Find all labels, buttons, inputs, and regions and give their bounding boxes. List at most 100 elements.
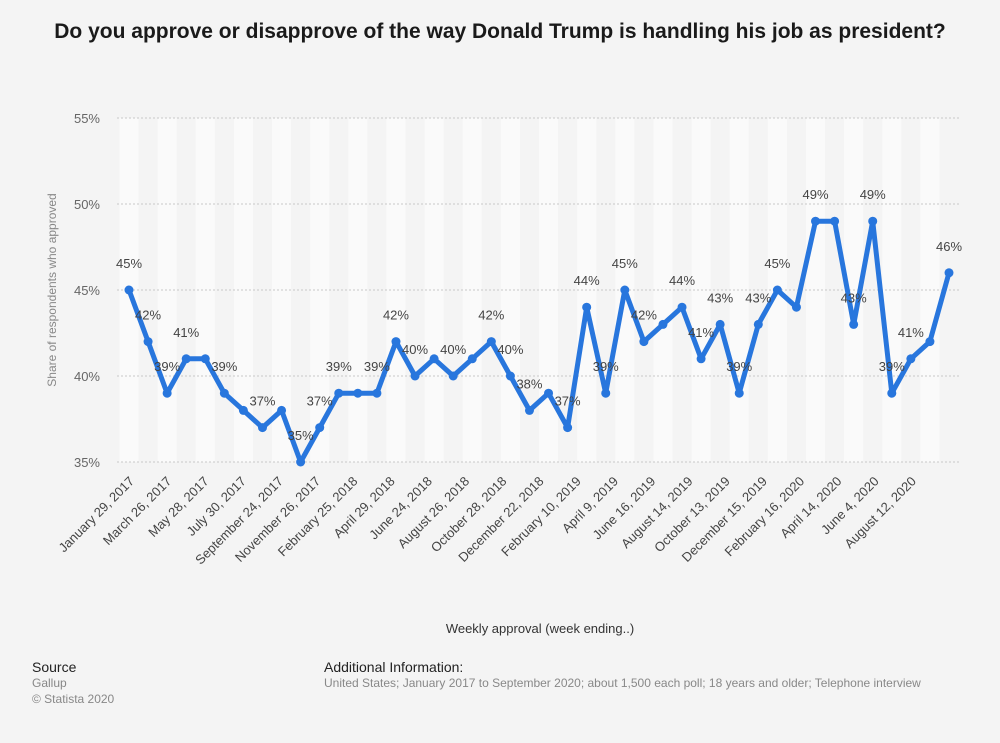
data-point[interactable]: [238, 405, 248, 415]
data-point[interactable]: [830, 216, 840, 226]
data-point[interactable]: [372, 388, 382, 398]
data-label: 42%: [631, 308, 657, 323]
chart-title: Do you approve or disapprove of the way …: [54, 20, 946, 43]
data-label: 40%: [497, 342, 523, 357]
data-label: 41%: [688, 325, 714, 340]
data-point[interactable]: [448, 371, 458, 381]
data-point[interactable]: [486, 337, 496, 347]
data-point[interactable]: [791, 302, 801, 312]
source-block: Source Gallup © Statista 2020: [32, 659, 114, 707]
source-name[interactable]: Gallup: [32, 676, 67, 690]
data-label: 45%: [116, 256, 142, 271]
data-point[interactable]: [944, 268, 954, 278]
data-label: 37%: [307, 394, 333, 409]
data-point[interactable]: [925, 337, 935, 347]
data-point[interactable]: [772, 285, 782, 295]
data-point[interactable]: [429, 354, 439, 364]
data-point[interactable]: [811, 216, 821, 226]
data-point[interactable]: [410, 371, 420, 381]
data-label: 44%: [574, 273, 600, 288]
data-point[interactable]: [753, 319, 763, 329]
data-point[interactable]: [524, 405, 534, 415]
data-label: 38%: [516, 376, 542, 391]
data-point[interactable]: [887, 388, 897, 398]
data-point[interactable]: [849, 319, 859, 329]
data-point[interactable]: [143, 337, 153, 347]
data-labels: 45% 42% 39% 41% 39% 37% 35% 37% 39% 39% 42% 40% 40% 4…: [116, 187, 962, 443]
background-band: [882, 118, 902, 462]
data-point[interactable]: [505, 371, 515, 381]
data-point[interactable]: [277, 405, 287, 415]
data-point[interactable]: [563, 423, 573, 433]
data-point[interactable]: [181, 354, 191, 364]
data-label: 39%: [211, 359, 237, 374]
data-label: 41%: [898, 325, 924, 340]
data-label: 37%: [555, 394, 581, 409]
data-label: 44%: [669, 273, 695, 288]
data-label: 41%: [173, 325, 199, 340]
data-point[interactable]: [868, 216, 878, 226]
y-axis-ticks: 35% 40% 45% 50% 55%: [74, 111, 100, 470]
data-point[interactable]: [315, 423, 325, 433]
data-label: 42%: [135, 308, 161, 323]
data-point[interactable]: [296, 457, 306, 467]
data-label: 43%: [841, 290, 867, 305]
data-point[interactable]: [696, 354, 706, 364]
data-point[interactable]: [162, 388, 172, 398]
data-label: 49%: [860, 187, 886, 202]
source-heading: Source: [32, 659, 77, 675]
gridlines: [117, 117, 960, 463]
data-label: 39%: [593, 359, 619, 374]
data-points: [124, 216, 954, 467]
data-point[interactable]: [334, 388, 344, 398]
y-tick-label: 55%: [74, 111, 100, 126]
data-point[interactable]: [467, 354, 477, 364]
data-point[interactable]: [257, 423, 267, 433]
data-point[interactable]: [734, 388, 744, 398]
data-label: 39%: [726, 359, 752, 374]
data-label: 39%: [879, 359, 905, 374]
y-tick-label: 35%: [74, 455, 100, 470]
data-point[interactable]: [544, 388, 554, 398]
data-point[interactable]: [200, 354, 210, 364]
x-axis-title: Weekly approval (week ending..): [445, 621, 635, 636]
additional-info-block: Additional Information: United States; J…: [324, 659, 921, 691]
data-point[interactable]: [219, 388, 229, 398]
data-point[interactable]: [124, 285, 134, 295]
y-tick-label: 50%: [74, 197, 100, 212]
data-label: 37%: [249, 394, 275, 409]
data-label: 49%: [802, 187, 828, 202]
data-point[interactable]: [639, 337, 649, 347]
data-label: 40%: [440, 342, 466, 357]
data-label: 39%: [364, 359, 390, 374]
data-label: 43%: [707, 290, 733, 305]
data-label: 45%: [612, 256, 638, 271]
data-label: 46%: [936, 239, 962, 254]
data-point[interactable]: [582, 302, 592, 312]
data-label: 35%: [288, 428, 314, 443]
data-point[interactable]: [391, 337, 401, 347]
data-point[interactable]: [601, 388, 611, 398]
y-tick-label: 45%: [74, 283, 100, 298]
data-point[interactable]: [658, 319, 668, 329]
background-band: [386, 118, 406, 462]
data-point[interactable]: [906, 354, 916, 364]
data-label: 40%: [402, 342, 428, 357]
data-point[interactable]: [353, 388, 363, 398]
data-label: 39%: [326, 359, 352, 374]
additional-info-heading: Additional Information:: [324, 659, 464, 675]
copyright: © Statista 2020: [32, 692, 115, 706]
data-label: 45%: [764, 256, 790, 271]
data-point[interactable]: [677, 302, 687, 312]
data-label: 42%: [383, 308, 409, 323]
data-label: 43%: [745, 290, 771, 305]
data-point[interactable]: [715, 319, 725, 329]
y-axis-label: Share of respondents who approved: [45, 193, 59, 386]
data-label: 42%: [478, 308, 504, 323]
data-point[interactable]: [620, 285, 630, 295]
data-label: 39%: [154, 359, 180, 374]
y-tick-label: 40%: [74, 369, 100, 384]
additional-info-text: United States; January 2017 to September…: [324, 676, 921, 690]
